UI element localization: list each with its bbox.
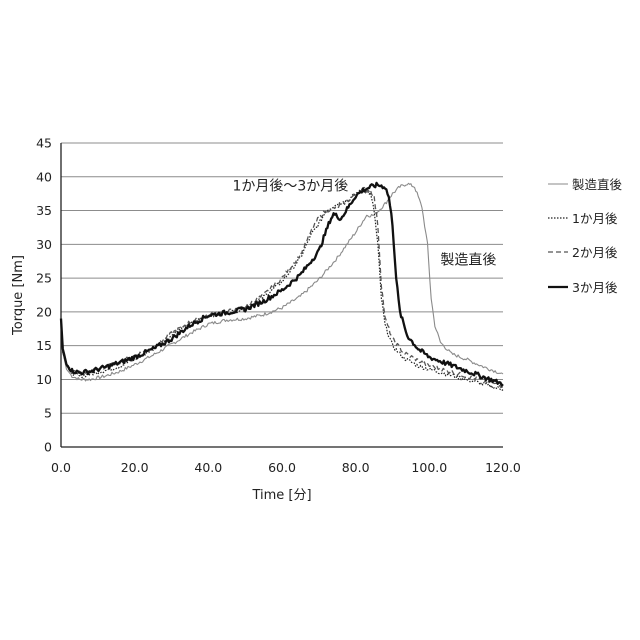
legend-label-series-4: 3か月後 — [572, 280, 618, 295]
annotation-1-3-months: 1か月後～3か月後 — [232, 178, 348, 194]
legend-label-series-1: 製造直後 — [572, 177, 623, 192]
x-tick-label-40.0: 40.0 — [194, 460, 222, 475]
y-tick-label-35: 35 — [36, 203, 52, 218]
x-tick-label-60.0: 60.0 — [268, 460, 296, 475]
legend-label-series-3: 2か月後 — [572, 245, 618, 260]
x-tick-label-80.0: 80.0 — [342, 460, 370, 475]
y-tick-label-20: 20 — [36, 304, 52, 319]
legend-label-series-2: 1か月後 — [572, 211, 618, 226]
y-tick-label-45: 45 — [36, 136, 52, 151]
series-line-3 — [61, 188, 503, 388]
series-lines — [61, 183, 503, 391]
y-tick-label-15: 15 — [36, 338, 52, 353]
y-tick-label-5: 5 — [44, 406, 52, 421]
series-line-4 — [61, 183, 503, 386]
x-tick-labels: 0.0 20.0 40.0 60.0 80.0 100.0 120.0 — [51, 460, 521, 475]
y-tick-label-25: 25 — [36, 271, 52, 286]
y-axis-title: Torque [Nm] — [11, 255, 26, 336]
x-tick-label-20.0: 20.0 — [121, 460, 149, 475]
x-tick-label-120.0: 120.0 — [485, 460, 521, 475]
x-tick-label-100.0: 100.0 — [411, 460, 447, 475]
y-tick-label-40: 40 — [36, 169, 52, 184]
legend: 製造直後 1か月後 2か月後 3か月後 — [548, 177, 623, 295]
y-tick-labels: 0 5 10 15 20 25 30 35 40 45 — [36, 136, 52, 455]
y-tick-label-30: 30 — [36, 237, 52, 252]
x-tick-label-0.0: 0.0 — [51, 460, 71, 475]
y-tick-label-0: 0 — [44, 440, 52, 455]
annotation-just-after-manufacture: 製造直後 — [440, 252, 496, 269]
x-axis-title: Time [分] — [251, 488, 311, 503]
y-tick-label-10: 10 — [36, 372, 52, 387]
